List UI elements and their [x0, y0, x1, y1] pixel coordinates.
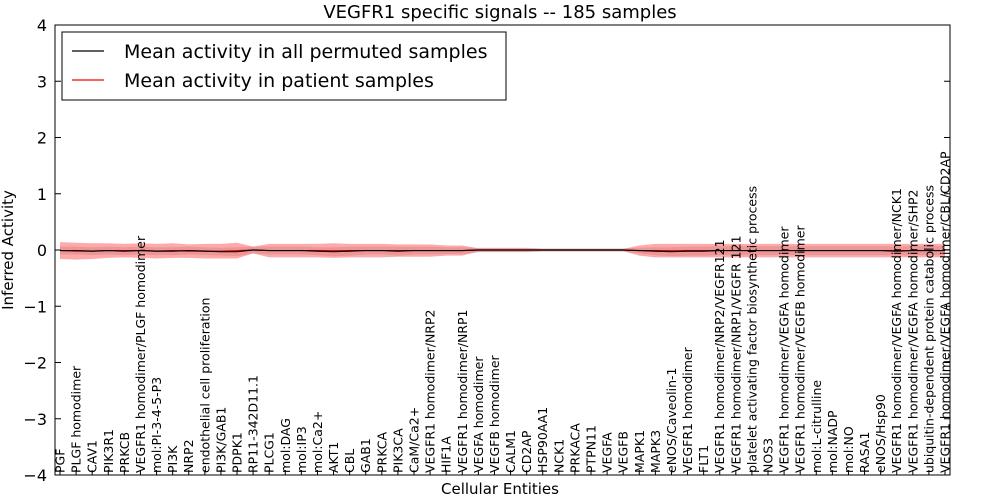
- x-tick-label: GAB1: [358, 438, 373, 473]
- y-tick-label: 2: [37, 129, 47, 148]
- band-patient: [60, 242, 945, 260]
- x-tick-label: PRKACA: [567, 423, 582, 473]
- x-tick-label: PI3K/GAB1: [213, 407, 228, 473]
- x-tick-label: MAPK1: [632, 430, 647, 473]
- x-tick-label: mol:NO: [841, 426, 856, 473]
- x-tick-label: VEGFB: [616, 431, 631, 473]
- x-tick-label: VEGFB homodimer: [487, 354, 502, 473]
- x-tick-label: VEGFR1 homodimer: [680, 346, 695, 473]
- x-tick-label: mol:PI-3-4-5-P3: [149, 377, 164, 473]
- x-axis-label: Cellular Entities: [441, 480, 559, 498]
- x-tick-label: NRP2: [181, 439, 196, 473]
- x-tick-label: PTPN11: [584, 425, 599, 473]
- y-axis-label: Inferred Activity: [0, 190, 17, 310]
- x-tick-label: AKT1: [326, 442, 341, 473]
- x-tick-label: VEGFR1 homodimer/PLGF homodimer: [133, 235, 148, 473]
- legend-label-patient: Mean activity in patient samples: [124, 70, 434, 92]
- line-permuted: [60, 249, 945, 253]
- x-tick-label: PDPK1: [230, 432, 245, 473]
- series-lines: [59, 249, 945, 253]
- x-tick-label: VEGFR1 homodimer/VEGFA homodimer/CBL/CD2…: [938, 151, 953, 473]
- x-tick-label: ubiquitin-dependent protein catabolic pr…: [921, 185, 936, 473]
- x-tick-label: PI3K: [165, 445, 180, 473]
- chart-title: VEGFR1 specific signals -- 185 samples: [323, 2, 676, 23]
- x-tick-label: mol:L-citrulline: [809, 380, 824, 473]
- x-tick-label: mol:IP3: [294, 426, 309, 473]
- x-tick-label: HSP90AA1: [535, 407, 550, 473]
- x-tick-label: CaM/Ca2+: [407, 407, 422, 473]
- x-tick-label: RASA1: [857, 432, 872, 473]
- x-tick-label: VEGFR1 homodimer/NRP1: [455, 310, 470, 473]
- x-tick-label: VEGFR1 homodimer/NRP2/VEGFR121: [712, 239, 727, 473]
- plot-frame: [54, 24, 951, 476]
- y-tick-label: −2: [23, 354, 47, 373]
- x-tick-label: PLGF homodimer: [69, 365, 84, 473]
- x-tick-label: eNOS/Hsp90: [873, 394, 888, 473]
- y-tick-label: 4: [37, 16, 47, 35]
- x-tick-label: VEGFR1 homodimer/VEGFB homodimer: [793, 225, 808, 473]
- x-tick-label: MAPK3: [648, 430, 663, 473]
- y-tick-label: −4: [23, 466, 47, 485]
- x-tick-label: VEGFA: [600, 432, 615, 473]
- x-tick-label: CD2AP: [519, 430, 534, 473]
- legend-box: [61, 31, 507, 101]
- y-tick-label: 0: [37, 241, 47, 260]
- x-tick-label: CBL: [342, 449, 357, 473]
- x-tick-label: VEGFR1 homodimer/NRP2: [423, 310, 438, 473]
- x-tick-label: VEGFA homodimer: [471, 356, 486, 473]
- x-tick-label: VEGFR1 homodimer/VEGFA homodimer/SHP2: [905, 189, 920, 473]
- x-tick-label: HIF1A: [439, 436, 454, 473]
- x-tick-label: eNOS/Caveolin-1: [664, 368, 679, 473]
- x-tick-label: FLT1: [696, 445, 711, 473]
- x-tick-label: RP11-342D11.1: [246, 375, 261, 473]
- x-tick-label: CALM1: [503, 430, 518, 473]
- x-tick-label: VEGFR1 homodimer/VEGFA homodimer/NCK1: [889, 188, 904, 473]
- legend: Mean activity in all permuted samples Me…: [61, 31, 507, 101]
- x-tick-label: NOS3: [761, 438, 776, 473]
- x-tick-label: PRKCB: [117, 432, 132, 473]
- confidence-bands: [60, 242, 945, 260]
- x-tick-label: PIK3R1: [101, 429, 116, 473]
- x-tick-label: platelet activating factor biosynthetic …: [744, 186, 759, 473]
- y-axis-ticks: 4 3 2 1 0 −1 −2 −3 −4: [23, 16, 950, 485]
- x-tick-label: mol:DAG: [278, 418, 293, 473]
- legend-label-permuted: Mean activity in all permuted samples: [124, 41, 487, 63]
- y-tick-label: −3: [23, 410, 47, 429]
- x-tick-label: endothelial cell proliferation: [197, 298, 212, 473]
- x-tick-label: PLCG1: [262, 432, 277, 473]
- x-tick-label: mol:NADP: [825, 410, 840, 473]
- x-tick-label: VEGFR1 homodimer/VEGFA homodimer: [777, 226, 792, 473]
- y-tick-label: 3: [37, 72, 47, 91]
- x-tick-label: CAV1: [85, 440, 100, 473]
- x-tick-label: NCK1: [551, 439, 566, 473]
- x-tick-label: mol:Ca2+: [310, 411, 325, 473]
- y-tick-label: −1: [23, 297, 47, 316]
- x-tick-label: PIK3CA: [390, 428, 405, 473]
- y-tick-label: 1: [37, 185, 47, 204]
- x-tick-label: PGF: [53, 449, 68, 473]
- x-tick-label: PRKCA: [374, 432, 389, 473]
- x-tick-label: VEGFR1 homodimer/NRP1/VEGFR 121: [728, 235, 743, 473]
- x-tick-labels: PGF PLGF homodimer CAV1 PIK3R1 PRKCB VEGFR1 h…: [53, 151, 953, 475]
